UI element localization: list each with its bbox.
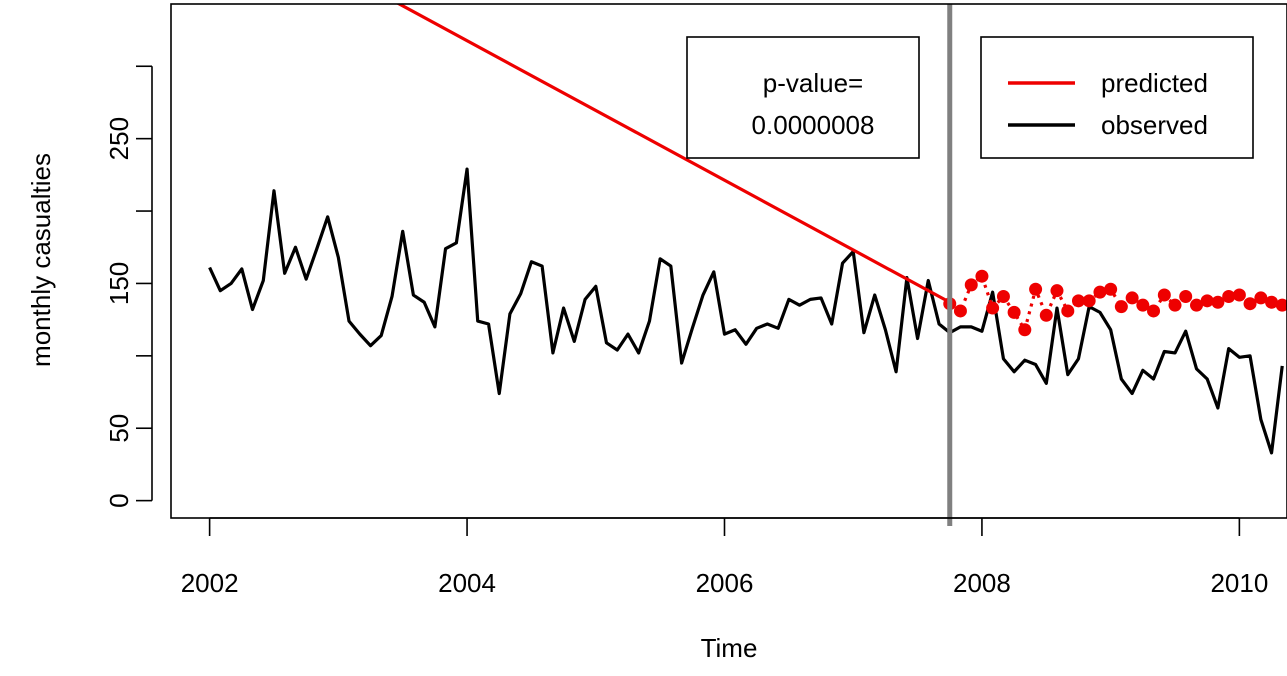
predicted-point [953,304,967,318]
predicted-point [1136,298,1150,312]
predicted-point [1232,288,1246,302]
series-predicted-trend-line [395,4,951,304]
legend-box [980,36,1254,159]
predicted-point [1071,294,1085,308]
y-tick-label: 0 [104,493,134,507]
predicted-point [1243,297,1257,311]
predicted-point [1168,298,1182,312]
y-axis-title: monthly casualties [26,153,56,367]
predicted-point [975,269,989,283]
p-value-label: p-value= [763,68,863,98]
predicted-point [964,278,978,292]
y-tick-label: 250 [104,117,134,160]
predicted-point [1254,291,1268,305]
predicted-point [1147,304,1161,318]
predicted-point [1061,304,1075,318]
predicted-point [1114,300,1128,314]
predicted-point [1007,305,1021,319]
x-tick-label: 2008 [953,568,1011,598]
x-tick-label: 2010 [1210,568,1268,598]
predicted-point [986,301,1000,315]
predicted-point [1275,298,1287,312]
x-tick-label: 2006 [696,568,754,598]
x-tick-label: 2002 [181,568,239,598]
predicted-point [1200,294,1214,308]
plot-frame [170,3,1287,519]
predicted-point [1093,285,1107,299]
predicted-point [1179,289,1193,303]
predicted-point [996,289,1010,303]
legend-predicted-label: predicted [1101,68,1208,98]
y-tick-label: 150 [104,262,134,305]
legend: predicted observed [980,36,1254,159]
predicted-point [1265,295,1279,309]
predicted-point [1190,298,1204,312]
y-tick-label: 50 [104,414,134,443]
predicted-point [1018,323,1032,337]
plot-data-layer [208,4,1287,455]
series-observed-line [208,167,1284,455]
predicted-point [1157,288,1171,302]
predicted-point [1050,284,1064,298]
p-value-annotation: p-value= 0.0000008 [686,36,920,159]
p-value-box [686,36,920,159]
predicted-point [1125,291,1139,305]
predicted-point [1222,289,1236,303]
predicted-point [1104,282,1118,296]
legend-observed-label: observed [1101,110,1208,140]
predicted-point [1039,308,1053,322]
p-value-number: 0.0000008 [752,110,875,140]
predicted-point [1211,295,1225,309]
x-axis-title: Time [701,633,758,663]
predicted-point [1082,294,1096,308]
predicted-point [1029,282,1043,296]
x-tick-label: 2004 [438,568,496,598]
